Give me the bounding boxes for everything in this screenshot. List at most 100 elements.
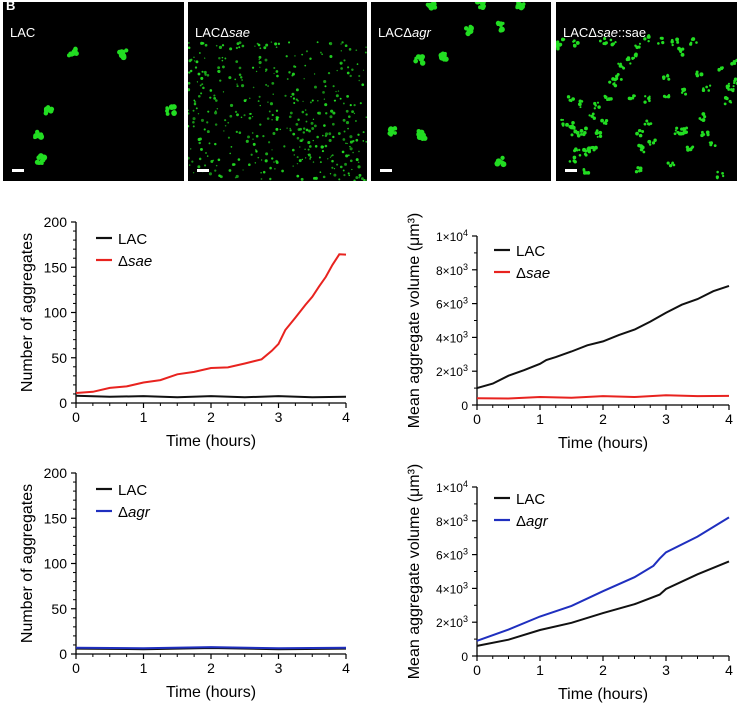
cell-dot: [598, 39, 602, 43]
x-tick-label: 3: [275, 660, 283, 676]
cell-dot: [622, 66, 626, 70]
cell-dot: [277, 42, 281, 45]
cell-dot: [347, 172, 350, 175]
x-axis-label: Time (hours): [166, 684, 256, 701]
cell-dot: [582, 132, 586, 137]
cell-dot: [584, 126, 588, 131]
cell-dot: [329, 115, 333, 119]
cell-dot: [347, 66, 350, 69]
cell-dot: [604, 122, 608, 126]
cell-dot: [301, 138, 304, 141]
cell-dot: [308, 145, 312, 148]
y-tick-label: 0: [59, 395, 67, 411]
cell-dot: [191, 160, 194, 163]
cell-dot: [255, 150, 258, 153]
cell-dot: [591, 112, 595, 116]
cell-dot: [717, 67, 721, 72]
cell-dot: [725, 96, 729, 101]
cell-dot: [314, 176, 318, 180]
cell-dot: [332, 111, 336, 115]
cell-dot: [259, 47, 262, 50]
y-axis-label: Number of aggregates: [19, 484, 36, 643]
cell-dot: [319, 171, 322, 174]
cell-dot: [324, 103, 328, 107]
cell-dot: [338, 178, 341, 181]
cell-dot: [579, 129, 584, 133]
cell-dot: [568, 160, 572, 163]
cell-dot: [671, 161, 674, 165]
cell-dot: [468, 24, 473, 29]
cell-dot: [684, 92, 688, 96]
cell-dot: [317, 99, 319, 102]
cell-dot: [634, 52, 638, 57]
cell-dot: [709, 143, 713, 147]
cell-dot: [192, 117, 196, 121]
cell-dot: [329, 156, 332, 158]
cell-dot: [708, 141, 711, 144]
cell-dot: [260, 178, 263, 180]
cell-dot: [358, 150, 360, 153]
cell-dot: [556, 40, 560, 44]
cell-dot: [258, 55, 262, 59]
x-tick-label: 4: [342, 409, 350, 425]
cell-dot: [691, 37, 696, 41]
y-tick-mantissa: 8×10: [436, 515, 463, 529]
cell-dot: [321, 53, 324, 56]
cell-dot: [269, 177, 272, 181]
cell-dot: [586, 171, 591, 175]
cell-dot: [635, 131, 639, 136]
cell-dot: [330, 155, 333, 157]
cell-dot: [265, 43, 269, 47]
cell-dot: [608, 80, 612, 84]
cell-dot: [363, 178, 366, 181]
cell-dot: [342, 102, 345, 105]
cell-dot: [328, 42, 331, 45]
cell-dot: [646, 34, 651, 39]
cell-dot: [200, 41, 204, 45]
cell-dot: [275, 109, 279, 112]
cell-dot: [227, 136, 230, 139]
cell-dot: [356, 63, 359, 65]
cell-dot: [265, 70, 267, 73]
cell-dot: [305, 128, 309, 132]
cell-dot: [284, 94, 287, 97]
cell-dot: [340, 67, 343, 70]
cell-dot: [680, 52, 685, 57]
cell-dot: [645, 119, 649, 123]
cell-dot: [675, 37, 680, 42]
x-tick-label: 4: [342, 660, 350, 676]
cell-dot: [643, 122, 647, 126]
cell-dot: [701, 88, 706, 93]
cell-dot: [197, 72, 201, 76]
chart-1: 0 1 2 3 4 0 50 100 150 200 Time (hours) Number of a…: [19, 214, 350, 450]
y-tick-exponent: 3: [463, 614, 468, 624]
cell-dot: [721, 172, 724, 175]
cell-dot: [217, 158, 221, 162]
cell-dot: [360, 177, 364, 181]
cell-dot: [300, 177, 304, 181]
legend-label: LAC: [118, 482, 147, 499]
cell-dot: [234, 176, 237, 179]
cell-dot: [339, 165, 343, 169]
cell-dot: [221, 56, 224, 59]
cell-dot: [463, 26, 469, 31]
y-tick-mantissa: 6×10: [436, 549, 463, 563]
cell-dot: [309, 156, 312, 159]
cell-dot: [248, 97, 251, 99]
cell-dot: [201, 83, 204, 86]
cell-dot: [420, 62, 425, 66]
y-tick-label: 0: [461, 650, 468, 664]
cell-dot: [716, 176, 719, 180]
cell-dot: [188, 81, 191, 85]
cell-dot: [327, 158, 329, 160]
x-tick-label: 3: [662, 411, 670, 427]
x-tick-label: 0: [473, 662, 481, 678]
cell-dot: [257, 100, 260, 102]
cell-dot: [351, 110, 355, 114]
cell-dot: [671, 43, 674, 47]
cell-dot: [192, 125, 195, 128]
cell-dot: [35, 129, 40, 135]
cell-dot: [333, 173, 337, 177]
cell-dot: [267, 85, 269, 87]
